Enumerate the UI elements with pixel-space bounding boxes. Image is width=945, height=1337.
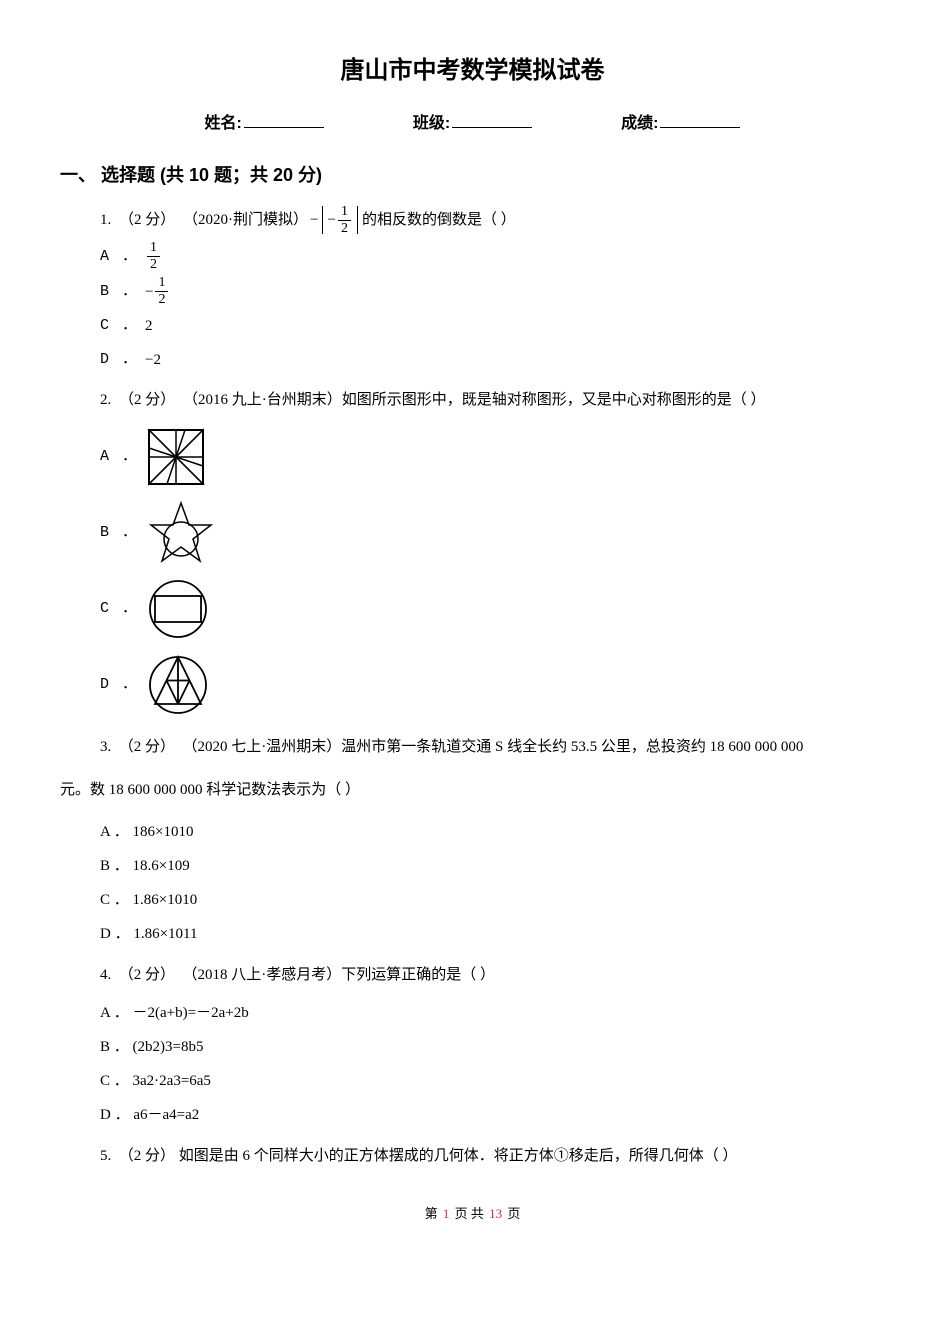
score-field: 成绩: (621, 109, 740, 133)
exam-title: 唐山市中考数学模拟试卷 (60, 50, 885, 85)
q3-line2: 元。数 18 600 000 000 科学记数法表示为（ ） (60, 774, 885, 807)
question-4: 4. （2 分） （2018 八上·孝感月考）下列运算正确的是（ ） A ． －… (100, 959, 885, 1130)
q1-optA-frac: 1 2 (147, 241, 160, 272)
q4-option-c: C ． 3a2·2a3=6a5 (100, 1066, 885, 1096)
q1-points: （2 分） (119, 205, 175, 235)
q3-option-a: A ． 186×1010 (100, 817, 885, 847)
q1-num: 1. (100, 205, 111, 235)
score-blank[interactable] (660, 110, 740, 128)
question-5-text: 5. （2 分） 如图是由 6 个同样大小的正方体摆成的几何体．将正方体①移走后… (100, 1140, 885, 1173)
q1-option-c: C ． 2 (100, 311, 885, 341)
circle-rect-icon (145, 576, 211, 642)
q1-option-a: A ． 1 2 (100, 241, 885, 272)
question-4-text: 4. （2 分） （2018 八上·孝感月考）下列运算正确的是（ ） (100, 959, 885, 992)
class-label: 班级: (413, 109, 450, 133)
name-field: 姓名: (204, 109, 323, 133)
q1-option-b: B ． − 1 2 (100, 276, 885, 307)
q2-points: （2 分） (119, 385, 175, 415)
q1-frac: 1 2 (338, 205, 351, 236)
current-page: 1 (443, 1206, 450, 1221)
q3-option-c: C ． 1.86×1010 (100, 885, 885, 915)
question-5: 5. （2 分） 如图是由 6 个同样大小的正方体摆成的几何体．将正方体①移走后… (100, 1140, 885, 1173)
question-1-text: 1. （2 分） （2020·荆门模拟） − − 1 2 的相反数的倒数是（ ） (100, 205, 885, 235)
page-footer: 第 1 页 共 13 页 (60, 1203, 885, 1222)
question-2: 2. （2 分） （2016 九上·台州期末）如图所示图形中，既是轴对称图形，又… (100, 385, 885, 721)
q2-option-b: B ． (100, 497, 885, 569)
q2-option-a: A ． (100, 421, 885, 493)
q1-option-d: D ． −2 (100, 345, 885, 375)
question-3: 3. （2 分） （2020 七上·温州期末）温州市第一条轨道交通 S 线全长约… (100, 731, 885, 764)
question-2-text: 2. （2 分） （2016 九上·台州期末）如图所示图形中，既是轴对称图形，又… (100, 385, 885, 415)
q1-tail: 的相反数的倒数是（ ） (362, 205, 516, 235)
q1-minus: − (310, 205, 318, 235)
total-pages: 13 (489, 1206, 502, 1221)
q4-option-d: D ． a6－a4=a2 (100, 1100, 885, 1130)
q3-line1: （2020 七上·温州期末）温州市第一条轨道交通 S 线全长约 53.5 公里，… (183, 739, 804, 755)
score-label: 成绩: (621, 109, 658, 133)
q4-num: 4. (100, 967, 111, 983)
q4-points: （2 分） (119, 967, 175, 983)
q5-text: 如图是由 6 个同样大小的正方体摆成的几何体．将正方体①移走后，所得几何体（ ） (179, 1148, 738, 1164)
name-label: 姓名: (204, 109, 241, 133)
q3-option-d: D ． 1.86×1011 (100, 919, 885, 949)
q1-abs: − 1 2 (322, 206, 357, 234)
q2-num: 2. (100, 385, 111, 415)
student-info-row: 姓名: 班级: 成绩: (60, 109, 885, 133)
q3-num: 3. (100, 739, 111, 755)
q5-num: 5. (100, 1148, 111, 1164)
q1-src: （2020·荆门模拟） (183, 205, 308, 235)
q4-option-b: B ． (2b2)3=8b5 (100, 1032, 885, 1062)
q4-option-a: A ． －2(a+b)=－2a+2b (100, 998, 885, 1028)
name-blank[interactable] (244, 110, 324, 128)
q3-option-b: B ． 18.6×109 (100, 851, 885, 881)
q2-src: （2016 九上·台州期末）如图所示图形中，既是轴对称图形，又是中心对称图形的是… (183, 385, 766, 415)
q2-option-c: C ． (100, 573, 885, 645)
question-1: 1. （2 分） （2020·荆门模拟） − − 1 2 的相反数的倒数是（ ）… (100, 205, 885, 375)
question-3-text: 3. （2 分） （2020 七上·温州期末）温州市第一条轨道交通 S 线全长约… (100, 731, 885, 764)
q2-option-d: D ． (100, 649, 885, 721)
question-3-options: A ． 186×1010 B ． 18.6×109 C ． 1.86×1010 … (100, 817, 885, 949)
q1-optB-frac: 1 2 (155, 276, 168, 307)
circle-triangles-icon (145, 652, 211, 718)
class-blank[interactable] (452, 110, 532, 128)
star-circle-icon (145, 497, 217, 569)
q4-src: （2018 八上·孝感月考）下列运算正确的是（ ） (183, 967, 496, 983)
q5-points: （2 分） (119, 1148, 175, 1164)
class-field: 班级: (413, 109, 532, 133)
pinwheel-icon (145, 426, 207, 488)
question-3-cont: 元。数 18 600 000 000 科学记数法表示为（ ） (60, 774, 885, 807)
q3-points: （2 分） (119, 739, 175, 755)
section-heading: 一、 选择题 (共 10 题；共 20 分) (60, 161, 885, 187)
